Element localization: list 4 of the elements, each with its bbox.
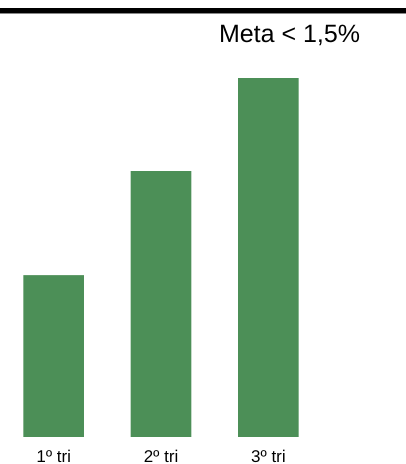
text: Meta < 1,5% xyxy=(218,20,360,48)
x-tick-label: 1º tri xyxy=(36,446,71,464)
x-tick-label: 3º tri xyxy=(251,446,286,464)
x-tick-label: 2º tri xyxy=(144,446,178,464)
